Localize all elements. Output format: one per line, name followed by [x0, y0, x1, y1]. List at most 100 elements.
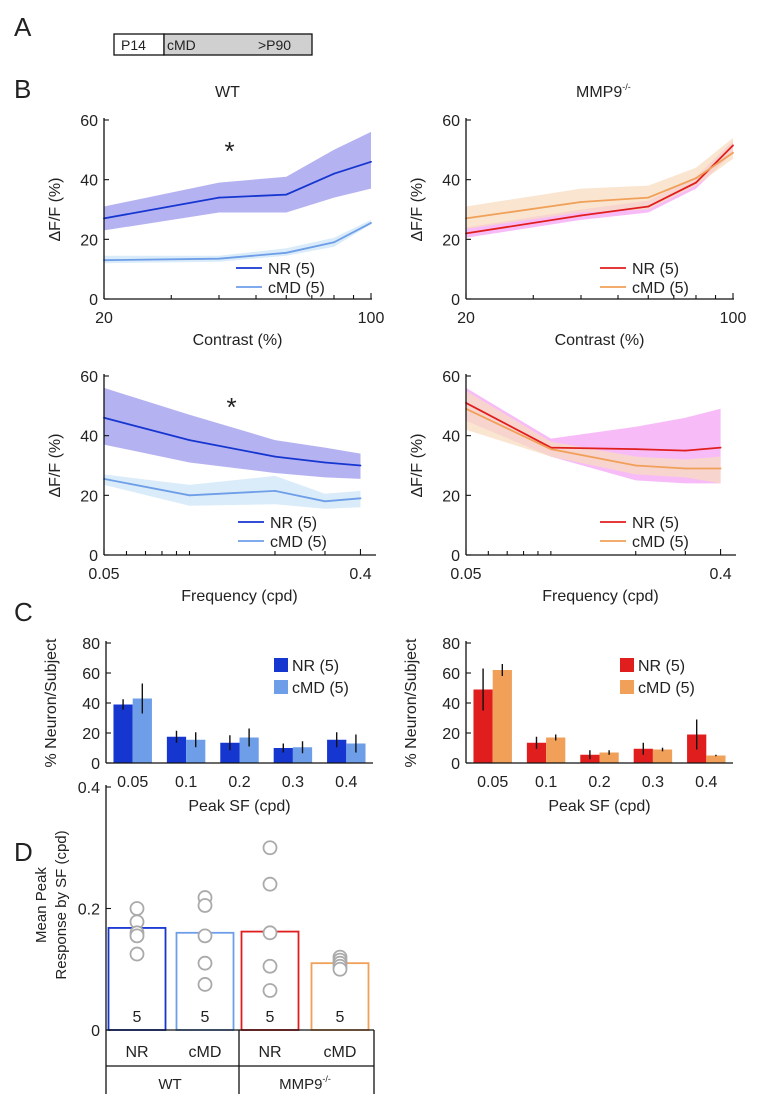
wt_peak_sf-bar-0-3 — [273, 748, 293, 763]
wt_peak_sf-category-label: 0.1 — [175, 774, 197, 791]
mean_peak-bar-0 — [107, 927, 167, 1031]
ko_peak_sf-bar-1-3 — [652, 749, 673, 763]
ko_contrast-point-1-3 — [695, 177, 697, 180]
wt_contrast-significance: * — [224, 136, 234, 166]
mean_peak-n-label-3: 5 — [336, 1009, 345, 1026]
wt_peak_sf-legend-label-1: cMD (5) — [292, 680, 349, 697]
mean_peak-point-1-4 — [197, 977, 213, 992]
mean_peak-bar-2 — [240, 930, 300, 1031]
wt_contrast-ytick-label: 0 — [89, 292, 98, 309]
mean_peak-point-2-0 — [262, 840, 278, 856]
mean_peak-point-2-3 — [262, 958, 278, 974]
wt_frequency-ylabel: ΔF/F (%) — [47, 433, 64, 497]
ko_contrast-xtick-label: 20 — [457, 310, 475, 327]
wt_peak_sf-legend-swatch-0 — [274, 658, 288, 672]
ko_peak_sf-category-label: 0.05 — [477, 774, 508, 791]
ko_contrast-point-0-2 — [647, 205, 650, 208]
mean_peak-ytick-label: 0 — [91, 1023, 100, 1040]
wt_peak_sf-ytick-label: 20 — [82, 726, 100, 743]
mmp9-title: MMP9-/- — [576, 82, 631, 101]
mean_peak-group-label-mmp9: MMP9-/- — [279, 1074, 331, 1093]
ko_frequency-point-1-3 — [684, 467, 687, 470]
wt_peak_sf-ytick-label: 80 — [82, 636, 100, 653]
wt_frequency-point-0-2 — [274, 455, 276, 458]
ko_peak_sf-bar-1-1 — [546, 737, 566, 763]
wt_peak_sf-bar-1-0 — [132, 698, 152, 763]
timeline-bar: P14 cMD >P90 — [113, 33, 313, 56]
wt_frequency-chart: 0 20 40 60 0.05 0.4 ΔF/F (%) Frequency (cpd) * NR… — [47, 369, 376, 605]
wt_frequency-legend-label-0: NR (5) — [270, 515, 317, 532]
mean_peak-n-label-0: 5 — [133, 1009, 142, 1026]
mean_peak-point-0-3 — [129, 928, 145, 944]
wt_contrast-point-1-3 — [333, 241, 335, 244]
mean_peak-point-1-3 — [197, 955, 213, 971]
ko_peak_sf-ytick-label: 40 — [442, 696, 460, 713]
ko_frequency-chart: 0 20 40 60 0.05 0.4 ΔF/F (%) Frequency (cpd) NR … — [409, 369, 736, 605]
wt_contrast-legend-label-0: NR (5) — [268, 261, 315, 278]
ko_contrast-xlabel: Contrast (%) — [555, 332, 645, 349]
ko_contrast-ytick-label: 60 — [442, 113, 460, 130]
ko_frequency-ytick-label: 20 — [442, 488, 460, 505]
ko_peak_sf-ytick-label: 60 — [442, 666, 460, 683]
panel-b-label: B — [14, 74, 31, 104]
wt_contrast-ytick-label: 40 — [80, 173, 98, 190]
wt_frequency-band-0 — [104, 387, 361, 479]
ko_frequency-xtick-label: 0.4 — [709, 566, 731, 583]
ko_peak_sf-ytick-label: 0 — [451, 756, 460, 773]
wt_frequency-point-1-2 — [274, 489, 276, 492]
wt_contrast-point-1-2 — [285, 251, 288, 254]
wt_contrast-xtick-label: 100 — [358, 310, 385, 327]
ko_contrast-ytick-label: 20 — [442, 232, 460, 249]
mean_peak-point-2-4 — [262, 983, 278, 998]
ko_frequency-point-1-1 — [549, 448, 552, 450]
mean_peak-category-label-0: NR — [125, 1044, 148, 1061]
ko_contrast-legend-label-1: cMD (5) — [632, 280, 689, 297]
ko_peak_sf-bar-1-0 — [492, 670, 512, 763]
mean_peak-point-0-0 — [129, 901, 145, 916]
wt_peak_sf-category-label: 0.05 — [117, 774, 148, 791]
wt_peak_sf-category-label: 0.2 — [228, 774, 250, 791]
mean_peak-n-label-2: 5 — [266, 1009, 275, 1026]
wt_frequency-ytick-label: 20 — [80, 488, 98, 505]
ko_peak_sf-ytick-label: 80 — [442, 636, 460, 653]
wt_peak_sf-bar-1-4 — [346, 743, 366, 763]
ko_contrast-point-1-4 — [732, 151, 734, 154]
wt_frequency-xtick-label: 0.4 — [349, 566, 371, 583]
timeline-start: P14 — [121, 37, 146, 53]
mean_peak-category-label-3: cMD — [324, 1044, 357, 1061]
mean_peak-category-label-2: NR — [258, 1044, 281, 1061]
ko_contrast-point-1-1 — [580, 201, 582, 203]
ko_peak_sf-legend-swatch-0 — [620, 658, 634, 672]
wt_frequency-ytick-label: 60 — [80, 369, 98, 386]
wt_peak_sf-bar-1-1 — [186, 739, 206, 763]
ko_peak_sf-xlabel: Peak SF (cpd) — [548, 798, 650, 815]
ko_frequency-point-1-2 — [634, 464, 637, 467]
ko_contrast-ytick-label: 0 — [451, 292, 460, 309]
ko_peak_sf-bar-0-0 — [473, 689, 493, 763]
ko_frequency-point-1-4 — [719, 467, 722, 470]
ko_contrast-point-0-3 — [695, 181, 697, 184]
wt_contrast-band-1 — [104, 219, 371, 264]
wt_frequency-point-0-3 — [324, 461, 326, 464]
wt_frequency-point-1-4 — [359, 497, 362, 500]
wt_frequency-xlabel: Frequency (cpd) — [181, 588, 298, 605]
mean_peak-ytick-label: 0.2 — [78, 902, 100, 919]
wt_contrast-ytick-label: 20 — [80, 232, 98, 249]
mean_peak-group-label-wt: WT — [158, 1076, 181, 1093]
mean_peak-point-1-1 — [197, 898, 213, 913]
mean_peak-ylabel-line1: Mean Peak — [33, 867, 50, 943]
panel-a-label: A — [14, 12, 32, 42]
timeline-end: >P90 — [258, 37, 291, 53]
ko_peak_sf-bar-1-2 — [599, 752, 619, 763]
wt_peak_sf-category-label: 0.4 — [335, 774, 357, 791]
wt_peak_sf-bar-0-0 — [113, 704, 133, 763]
ko_contrast-band-1 — [466, 137, 733, 229]
wt_contrast-xlabel: Contrast (%) — [193, 332, 283, 349]
wt_frequency-point-1-1 — [188, 494, 191, 497]
ko_peak_sf-chart: 0.05 0.1 0.2 0.3 0.4 0 20 40 60 80 % Neuron/Subjec… — [403, 636, 733, 815]
ko_peak_sf-ytick-label: 20 — [442, 726, 460, 743]
wt_frequency-point-1-3 — [324, 500, 326, 503]
